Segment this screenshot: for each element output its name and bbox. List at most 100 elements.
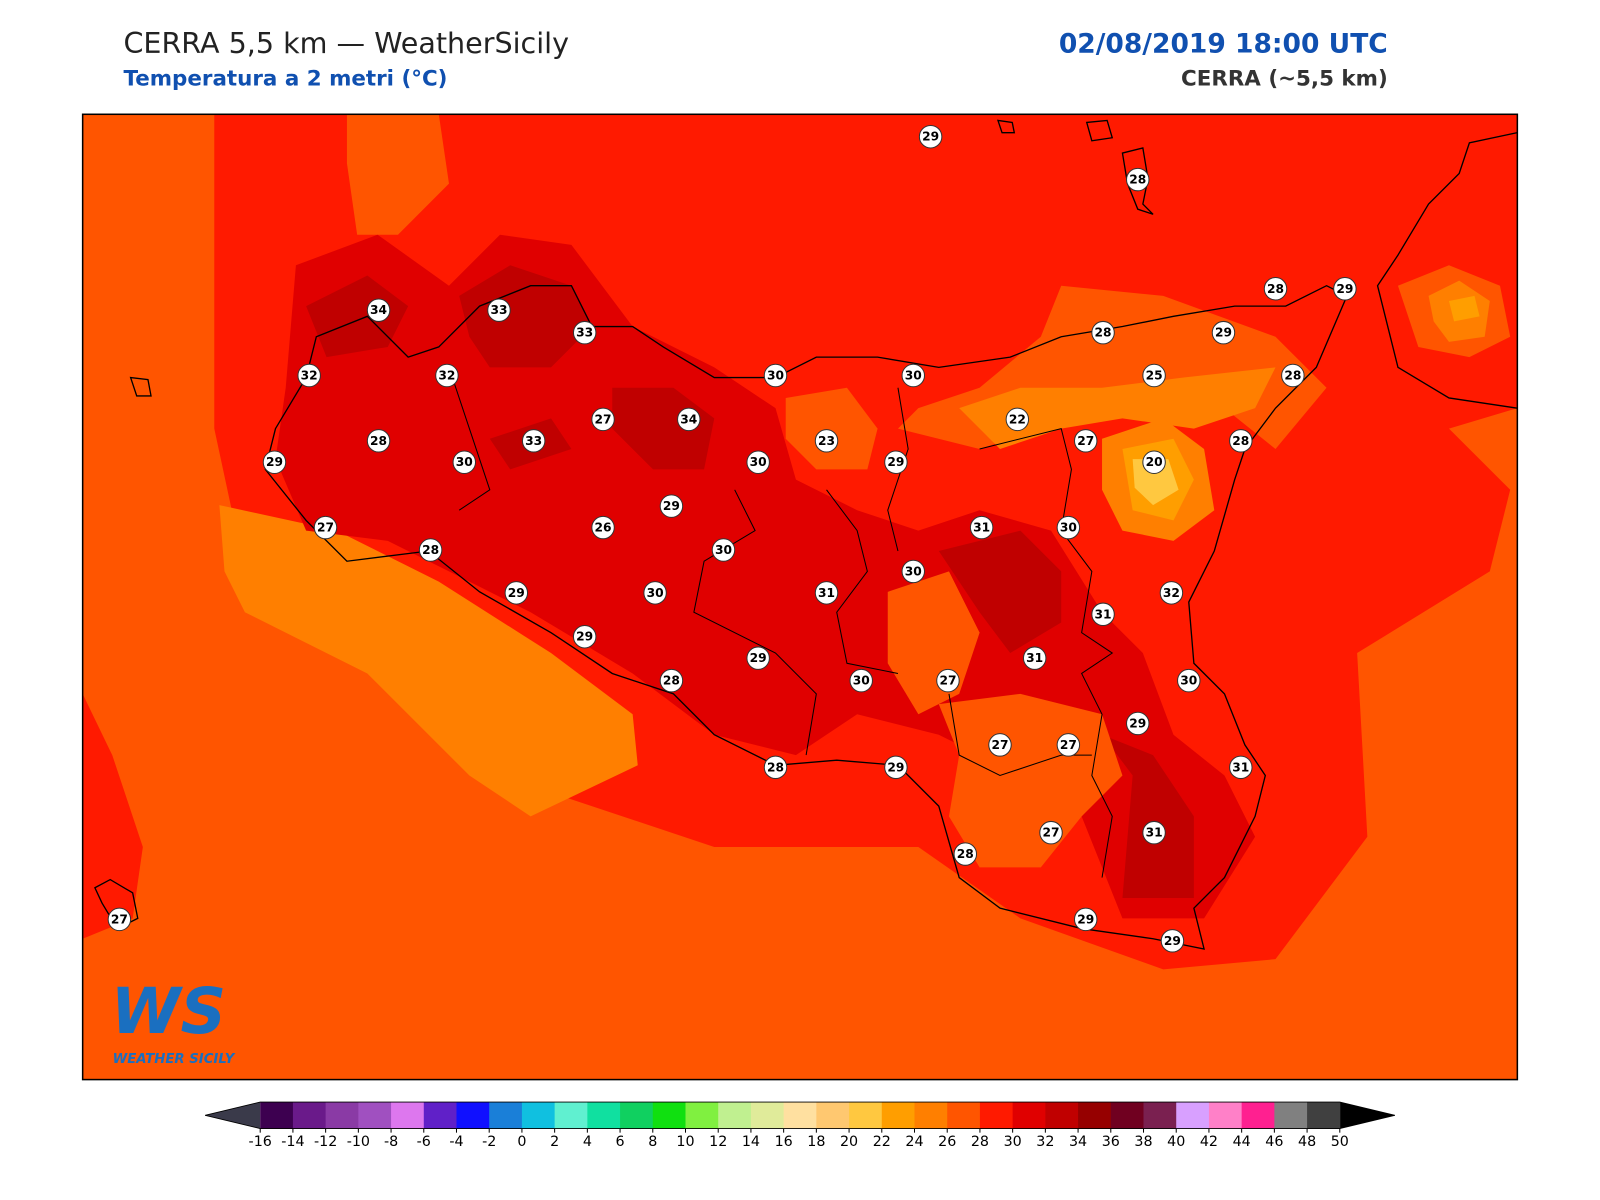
station-value: 34 — [370, 303, 387, 317]
station-value: 34 — [680, 412, 697, 426]
stations: 29 28 28 29 34 33 33 28 29 32 32 30 30 25 28 27 34 22 28 33… — [107, 125, 1357, 953]
colorbar: -16 -14 -12 -10 -8 -6 -4 -2 0 2 4 6 8 10 12 14 16 18 20 22 2… — [205, 1101, 1395, 1150]
colorbar-tick-label: 18 — [807, 1134, 825, 1150]
colorbar-segment — [1012, 1102, 1046, 1129]
station-marker — [936, 668, 960, 693]
station-marker — [297, 363, 321, 388]
colorbar-segment — [947, 1102, 981, 1129]
colorbar-segment — [260, 1102, 294, 1129]
station-marker — [1039, 820, 1063, 845]
colorbar-segment — [620, 1102, 654, 1129]
temperature-area — [82, 693, 143, 939]
station-marker — [1126, 711, 1150, 736]
station-marker — [1281, 363, 1305, 388]
station-marker — [452, 450, 477, 474]
station-marker — [1142, 820, 1166, 845]
station-marker — [763, 755, 788, 780]
station-marker — [521, 429, 546, 453]
station-marker — [849, 668, 873, 693]
station-marker — [711, 538, 736, 562]
station-marker — [1005, 407, 1030, 432]
coastline — [129, 376, 152, 397]
station-marker — [1263, 277, 1288, 301]
colorbar-segment — [1143, 1102, 1177, 1129]
station-value: 29 — [887, 760, 904, 774]
temperature-area — [938, 530, 1062, 654]
station-value: 27 — [1043, 826, 1060, 840]
colorbar-tick-label: 36 — [1102, 1134, 1120, 1150]
temperature-area — [785, 387, 878, 470]
colorbar-tick-label: 48 — [1298, 1134, 1316, 1150]
station-value: 28 — [663, 674, 680, 688]
colorbar-tick-label: 10 — [676, 1134, 694, 1150]
colorbar-tick-label: 22 — [873, 1134, 891, 1150]
station-marker — [591, 407, 615, 432]
station-value: 30 — [456, 455, 473, 469]
colorbar-segment — [587, 1102, 621, 1129]
station-value: 29 — [750, 651, 767, 665]
colorbar-tick-label: 0 — [517, 1134, 526, 1150]
station-value: 31 — [818, 586, 835, 600]
colorbar-segment — [685, 1102, 719, 1129]
colorbar-segment — [325, 1102, 359, 1129]
station-value: 30 — [767, 369, 784, 383]
logo-text: WEATHER SICILY — [113, 1052, 236, 1067]
station-value: 31 — [973, 521, 990, 535]
colorbar-segment — [849, 1102, 883, 1129]
station-value: 32 — [301, 369, 318, 383]
station-value: 28 — [422, 543, 439, 557]
station-value: 22 — [1009, 412, 1026, 426]
colorbar-tick-label: 20 — [840, 1134, 858, 1150]
colorbar-tick-label: 26 — [938, 1134, 956, 1150]
station-marker — [659, 494, 684, 518]
colorbar-segment — [718, 1102, 752, 1129]
station-value: 31 — [1026, 651, 1043, 665]
station-marker — [659, 668, 684, 693]
coastline — [996, 119, 1016, 134]
colorbar-segment — [1208, 1102, 1243, 1129]
station-value: 29 — [1215, 326, 1232, 340]
station-marker — [901, 363, 925, 388]
station-marker — [366, 429, 391, 453]
station-marker — [901, 559, 925, 584]
map — [82, 114, 1518, 1080]
station-value: 30 — [1180, 674, 1197, 688]
station-value: 27 — [991, 738, 1008, 752]
logo: WS WEATHER SICILY — [111, 974, 236, 1067]
station-marker — [643, 581, 667, 605]
map-frame — [81, 113, 1519, 1081]
colorbar-segment — [1274, 1102, 1308, 1129]
colorbar-segment — [881, 1102, 916, 1129]
station-value: 29 — [1164, 934, 1181, 948]
colorbar-segment — [1307, 1102, 1341, 1129]
province-border — [887, 387, 909, 552]
coastline — [1085, 119, 1114, 142]
station-value: 32 — [438, 369, 455, 383]
colorbar-tick-label: 46 — [1265, 1134, 1283, 1150]
station-marker — [763, 363, 788, 388]
colorbar-tick-label: 14 — [742, 1134, 760, 1150]
station-value: 29 — [1129, 716, 1146, 730]
colorbar-segment — [1241, 1102, 1275, 1129]
station-marker — [1229, 429, 1253, 453]
station-value: 33 — [490, 303, 507, 317]
station-marker — [262, 450, 287, 474]
colorbar-segment — [521, 1102, 556, 1129]
station-value: 25 — [1146, 369, 1163, 383]
colorbar-segment — [783, 1102, 817, 1129]
datetime: 02/08/2019 18:00 UTC — [1059, 28, 1388, 59]
colorbar-tick-label: 12 — [709, 1134, 727, 1150]
station-value: 28 — [957, 847, 974, 861]
colorbar-segment — [750, 1102, 785, 1129]
station-value: 30 — [750, 455, 767, 469]
station-marker — [1056, 515, 1081, 540]
colorbar-tick-label: 38 — [1134, 1134, 1152, 1150]
temperature-area — [1132, 459, 1179, 506]
colorbar-segment — [489, 1102, 523, 1129]
station-marker — [1159, 581, 1184, 605]
station-marker — [918, 125, 943, 149]
province-border — [448, 367, 491, 511]
station-marker — [814, 581, 839, 605]
colorbar-segment — [816, 1102, 850, 1129]
